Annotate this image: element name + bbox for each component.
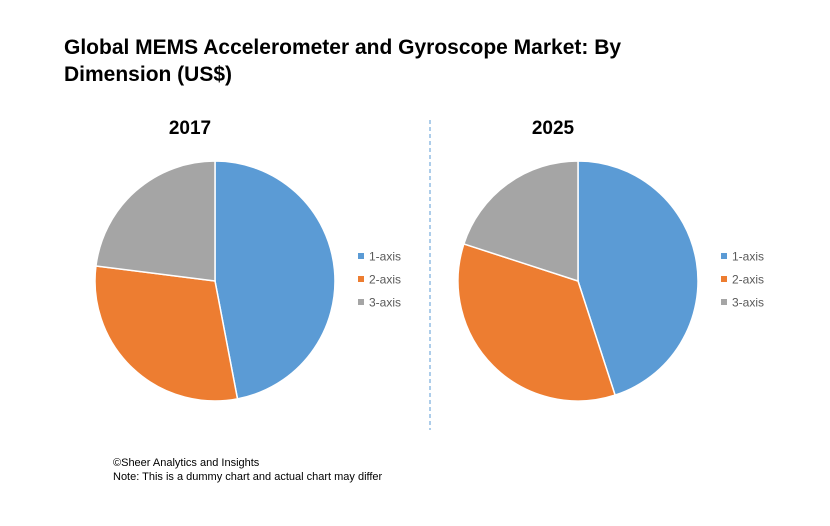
- legend-marker-2025-3-axis: [721, 299, 727, 305]
- pie-slice-2017-1-axis[interactable]: [214, 160, 336, 400]
- pie-slice-2025-1-axis[interactable]: [577, 160, 699, 397]
- copyright-text: ©Sheer Analytics and Insights: [113, 457, 260, 469]
- pie-chart-2017: 2017 1-axis 2-axis 3-axis: [94, 118, 401, 402]
- pie-title-2017: 2017: [169, 118, 211, 139]
- legend-marker-2025-1-axis: [721, 253, 727, 259]
- legend-label-2025-2-axis: 2-axis: [732, 273, 764, 287]
- chart-title: Global MEMS Accelerometer and Gyroscope …: [64, 36, 622, 86]
- pie-slice-2025-2-axis[interactable]: [457, 242, 617, 402]
- legend-marker-2017-3-axis: [358, 299, 364, 305]
- pie-slice-2017-2-axis[interactable]: [94, 265, 239, 402]
- legend-label-2017-2-axis: 2-axis: [369, 273, 401, 287]
- pie-chart-2025: 2025 1-axis 2-axis 3-axis: [457, 118, 764, 402]
- legend-marker-2017-1-axis: [358, 253, 364, 259]
- legend-marker-2025-2-axis: [721, 276, 727, 282]
- legend-label-2017-1-axis: 1-axis: [369, 250, 401, 264]
- legend-marker-2017-2-axis: [358, 276, 364, 282]
- pie-slice-2017-3-axis[interactable]: [95, 160, 216, 282]
- pie-slice-2025-3-axis[interactable]: [462, 160, 579, 283]
- footer: ©Sheer Analytics and Insights Note: This…: [113, 456, 382, 484]
- legend-label-2025-3-axis: 3-axis: [732, 296, 764, 310]
- pie-title-2025: 2025: [532, 118, 575, 139]
- legend-label-2017-3-axis: 3-axis: [369, 296, 401, 310]
- legend-label-2025-1-axis: 1-axis: [732, 250, 764, 264]
- disclaimer-note: Note: This is a dummy chart and actual c…: [113, 471, 383, 483]
